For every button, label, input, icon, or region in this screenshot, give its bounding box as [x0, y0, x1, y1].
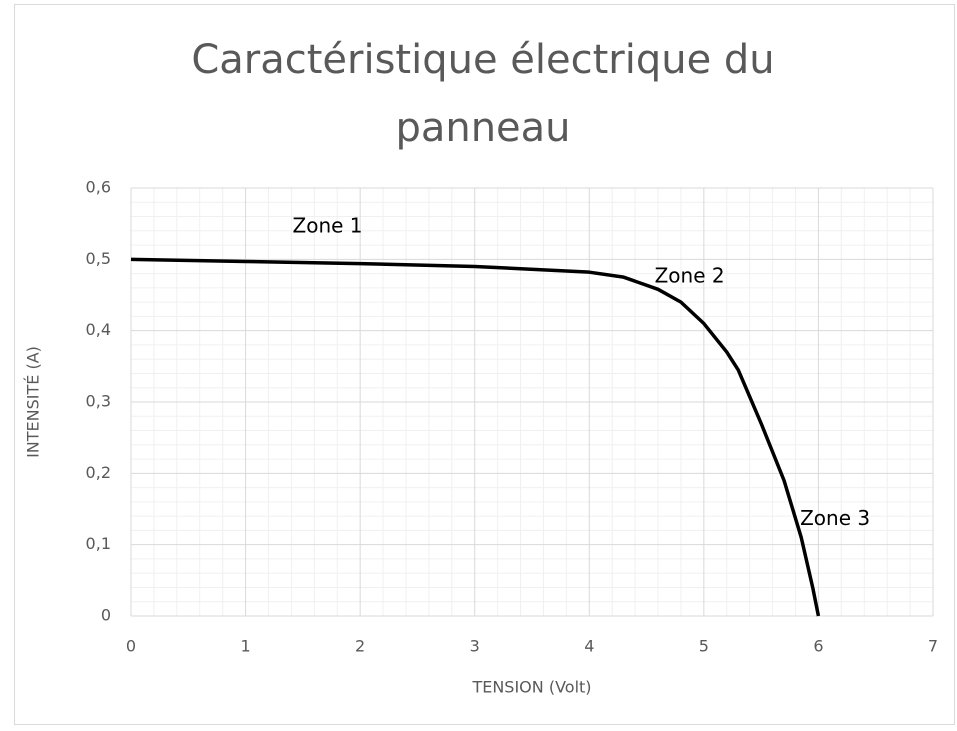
data-line [130, 257, 821, 617]
x-tick-label: 6 [813, 637, 823, 656]
y-tick-label: 0,5 [86, 249, 111, 268]
x-tick-label: 5 [699, 637, 709, 656]
x-tick-label: 7 [928, 637, 938, 656]
y-tick-label: 0 [101, 606, 111, 625]
chart-title-line-1: Caractéristique électrique du [191, 37, 774, 83]
y-tick-label: 0,6 [86, 178, 111, 197]
x-axis-label: TENSION (Volt) [471, 678, 591, 697]
x-tick-label: 4 [584, 637, 594, 656]
x-tick-label: 1 [240, 637, 250, 656]
annotation: Zone 1 [293, 214, 363, 238]
annotation: Zone 2 [655, 264, 725, 288]
y-tick-label: 0,2 [86, 463, 111, 482]
y-tick-label: 0,1 [86, 534, 111, 553]
annotation: Zone 3 [800, 506, 870, 530]
x-tick-label: 3 [470, 637, 480, 656]
y-axis-label: INTENSITÉ (A) [24, 346, 43, 458]
y-tick-label: 0,4 [86, 320, 111, 339]
chart-title-line-2: panneau [395, 105, 570, 151]
x-tick-label: 2 [355, 637, 365, 656]
x-tick-label: 0 [126, 637, 136, 656]
chart-frame [14, 4, 955, 725]
y-tick-label: 0,3 [86, 392, 111, 411]
